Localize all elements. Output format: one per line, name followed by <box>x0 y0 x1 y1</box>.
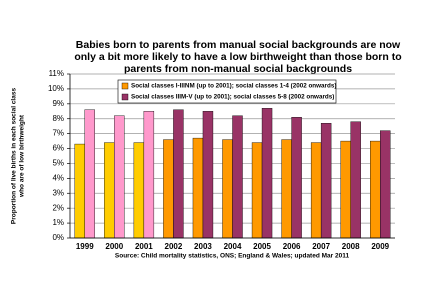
bar <box>350 121 361 239</box>
y-tick-label: 6% <box>52 144 64 153</box>
y-tick-label: 4% <box>52 173 64 182</box>
y-tick-label: 8% <box>52 114 64 123</box>
y-tick-label: 7% <box>52 129 64 138</box>
bar <box>202 111 214 239</box>
y-tick-label: 11% <box>49 69 64 78</box>
y-axis-label: who are of low birthweight <box>19 114 26 198</box>
x-tick-label: 2004 <box>224 242 242 251</box>
chart-title: Babies born to parents from manual socia… <box>76 39 401 51</box>
bar <box>84 109 95 239</box>
x-tick-label: 2000 <box>105 242 123 251</box>
bar <box>133 142 145 239</box>
x-tick-label: 2001 <box>135 242 153 251</box>
bar <box>291 117 302 239</box>
bar <box>74 143 85 239</box>
bar <box>380 130 391 239</box>
x-tick-label: 1999 <box>76 242 94 251</box>
bar <box>143 111 155 239</box>
chart-title: only a bit more likely to have a low bir… <box>74 51 401 63</box>
legend-label: Social classes IIIM-V (up to 2001); soci… <box>131 94 334 101</box>
bar <box>173 109 184 239</box>
legend-swatch <box>121 93 129 101</box>
x-tick-label: 2008 <box>342 242 360 251</box>
bar <box>104 142 115 239</box>
y-tick-label: 1% <box>52 218 64 227</box>
bar <box>261 108 273 239</box>
legend-box <box>117 79 337 104</box>
legend-label: Social classes I-IIINM (up to 2001); soc… <box>131 83 336 90</box>
legend-swatch <box>121 82 129 90</box>
x-tick-label: 2005 <box>253 242 271 251</box>
y-tick-label: 0% <box>52 233 64 242</box>
bar <box>163 139 174 239</box>
bar <box>320 122 332 239</box>
bar <box>310 142 322 239</box>
bar <box>192 137 204 239</box>
y-tick-label: 3% <box>52 188 64 197</box>
bar <box>232 115 243 239</box>
bar <box>281 139 292 239</box>
y-tick-label: 2% <box>52 203 64 212</box>
y-axis-label: Proportion of live births in each social… <box>11 88 18 225</box>
bar <box>251 142 263 239</box>
y-tick-label: 9% <box>52 99 64 108</box>
x-tick-label: 2009 <box>371 242 389 251</box>
x-tick-label: 2002 <box>165 242 183 251</box>
bar <box>222 139 233 239</box>
x-tick-label: 2006 <box>283 242 301 251</box>
source-note: Source: Child mortality statistics, ONS;… <box>115 253 350 260</box>
x-tick-label: 2003 <box>194 242 212 251</box>
bar <box>114 115 125 239</box>
y-tick-label: 10% <box>48 84 64 93</box>
y-tick-label: 5% <box>52 159 64 168</box>
bar <box>340 140 351 239</box>
x-tick-label: 2007 <box>312 242 330 251</box>
chart-title: parents from non-manual social backgroun… <box>124 63 352 75</box>
bar <box>370 140 381 239</box>
